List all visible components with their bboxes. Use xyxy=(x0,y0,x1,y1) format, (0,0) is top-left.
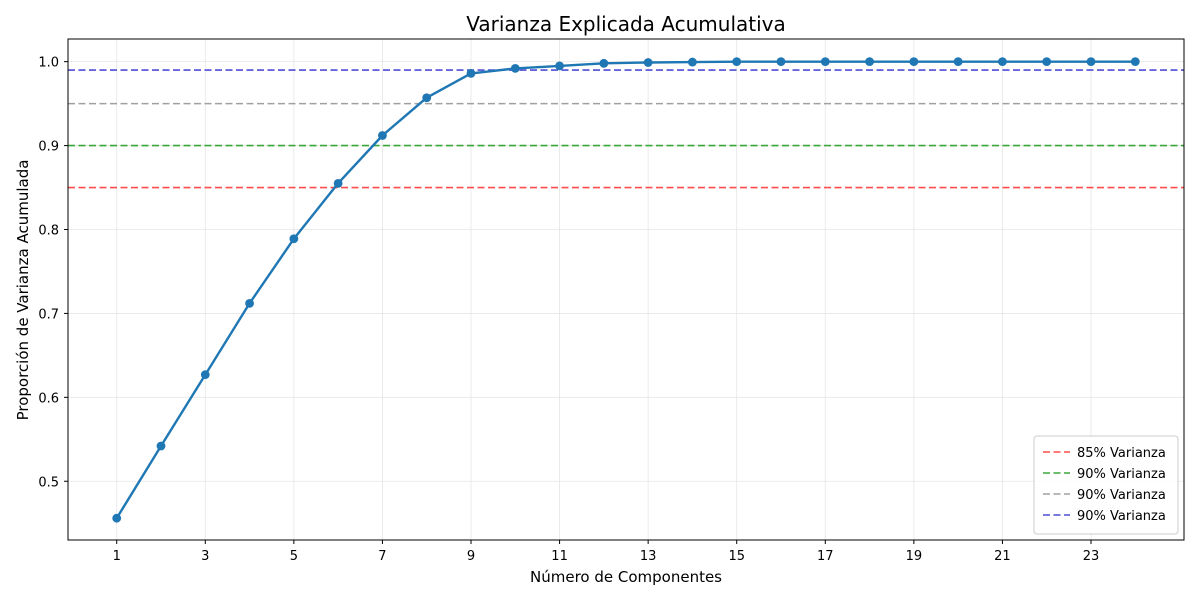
legend-label: 90% Varianza xyxy=(1077,509,1166,524)
legend-label: 90% Varianza xyxy=(1077,467,1166,482)
legend-box xyxy=(1033,435,1179,535)
legend: 85% Varianza 90% Varianza 90% Varianza 90% … xyxy=(1033,435,1179,535)
data-point xyxy=(688,57,697,67)
data-point xyxy=(378,131,387,140)
data-point xyxy=(998,57,1007,67)
x-tick-label: 19 xyxy=(906,549,923,564)
x-tick-label: 5 xyxy=(290,549,298,564)
data-point xyxy=(732,57,742,67)
x-tick-label: 9 xyxy=(467,549,475,564)
y-tick-label: 0.8 xyxy=(38,223,59,238)
data-point xyxy=(245,298,254,308)
y-tick-label: 0.7 xyxy=(38,307,59,322)
x-tick-label: 15 xyxy=(728,549,745,564)
data-point xyxy=(1042,57,1052,67)
data-point xyxy=(333,178,343,188)
x-tick-label: 1 xyxy=(113,549,121,564)
data-point xyxy=(422,93,432,103)
data-point xyxy=(1086,57,1096,67)
data-point xyxy=(909,57,919,67)
data-point xyxy=(112,513,122,523)
x-tick-label: 13 xyxy=(640,549,657,564)
data-point xyxy=(289,234,299,244)
data-point xyxy=(555,61,564,71)
data-point xyxy=(156,441,166,451)
data-point xyxy=(599,58,609,68)
x-axis-label: Número de Componentes xyxy=(530,568,722,586)
data-point xyxy=(510,63,520,73)
data-point xyxy=(643,58,653,67)
legend-label: 85% Varianza xyxy=(1077,446,1166,461)
data-point xyxy=(865,57,874,67)
y-tick-label: 0.6 xyxy=(38,391,59,406)
x-tick-label: 7 xyxy=(378,549,386,564)
reference-lines xyxy=(68,69,1184,189)
x-tick-label: 17 xyxy=(817,549,834,564)
legend-label: 90% Varianza xyxy=(1077,488,1166,503)
series-line xyxy=(115,60,1136,519)
y-tick-label: 0.9 xyxy=(38,140,59,155)
axis-layer: 1 3 5 7 9 11 13 15 17 19 21 230.50.60.70.80.91.0 xyxy=(38,56,1099,564)
chart-title: Varianza Explicada Acumulativa xyxy=(466,12,786,36)
x-tick-label: 23 xyxy=(1083,549,1100,564)
data-point xyxy=(776,57,786,67)
y-axis-label: Proporción de Varianza Acumulada xyxy=(14,160,32,421)
data-point xyxy=(1130,57,1140,67)
y-tick-label: 0.5 xyxy=(38,475,59,490)
data-point xyxy=(466,69,476,78)
plot-frame xyxy=(67,38,1185,541)
data-point xyxy=(820,57,830,67)
y-tick-label: 1.0 xyxy=(38,56,59,71)
grid-layer xyxy=(68,39,1184,540)
series-layer xyxy=(112,57,1140,523)
x-tick-label: 11 xyxy=(551,549,568,564)
data-point xyxy=(953,57,963,67)
x-tick-label: 21 xyxy=(994,549,1011,564)
x-tick-label: 3 xyxy=(201,549,209,564)
data-point xyxy=(200,370,210,380)
